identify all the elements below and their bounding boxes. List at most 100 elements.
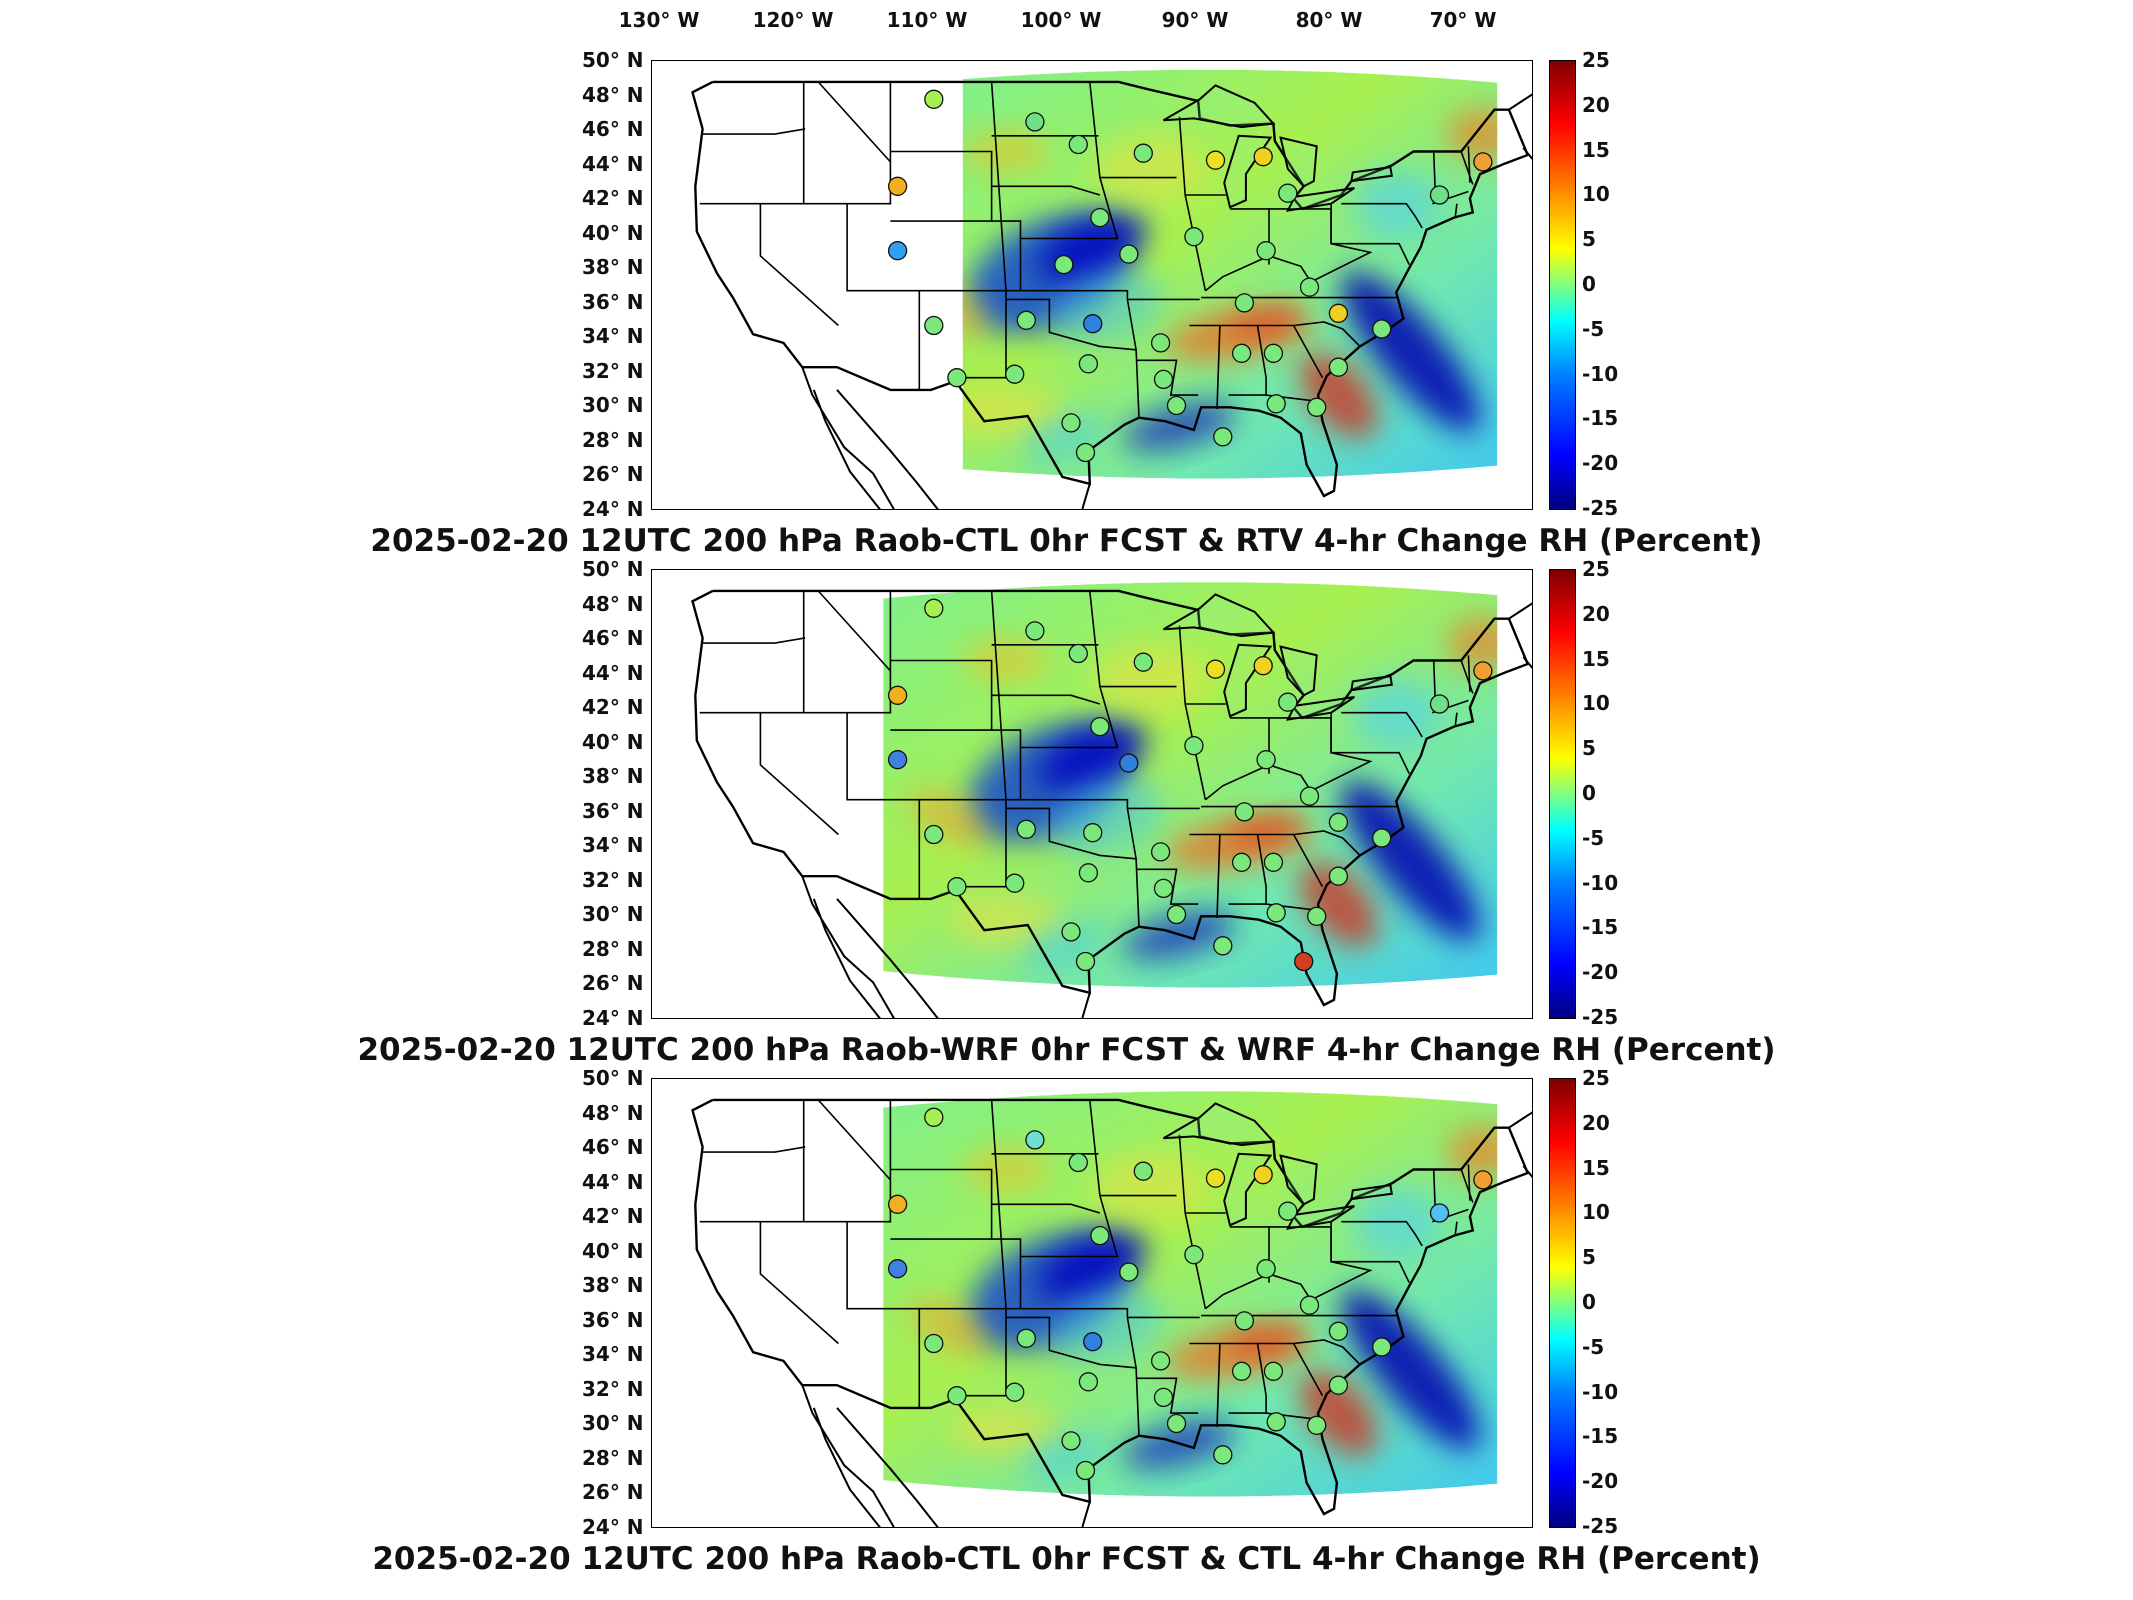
latitude-label: 26° N	[582, 462, 644, 486]
raob-station-marker	[887, 685, 908, 705]
raob-station-marker	[1328, 357, 1349, 377]
latitude-label: 30° N	[582, 1411, 644, 1435]
raob-station-marker	[1234, 802, 1255, 822]
raob-station-marker	[1075, 1460, 1096, 1481]
state-border	[1432, 1169, 1436, 1210]
raob-station-marker	[1266, 903, 1286, 923]
latitude-label: 34° N	[582, 1342, 644, 1366]
raob-station-marker	[1278, 692, 1298, 712]
state-border	[702, 1146, 806, 1153]
raob-station-marker	[924, 824, 944, 845]
raob-station-marker	[1005, 364, 1025, 384]
colorbar-tick-label: 10	[1582, 182, 1610, 207]
raob-station-marker	[1075, 951, 1096, 972]
colorbar-tick-label: 25	[1582, 557, 1610, 581]
latitude-label: 26° N	[582, 971, 644, 995]
state-border	[759, 203, 839, 327]
latitude-label: 32° N	[582, 867, 644, 892]
latitude-label: 46° N	[582, 117, 644, 141]
raob-station-marker	[1090, 716, 1110, 737]
longitude-label: 70° W	[1429, 8, 1497, 32]
state-border	[846, 712, 921, 899]
mexico-coast	[836, 389, 939, 509]
latitude-label: 44° N	[582, 151, 644, 176]
colorbar-tick-label: -10	[1582, 1379, 1619, 1404]
latitude-label: 50° N	[582, 48, 644, 72]
colorbar-tick-label: 20	[1582, 601, 1610, 626]
rh-change-field	[691, 1091, 1532, 1527]
raob-station-marker	[1133, 143, 1153, 163]
raob-station-marker	[1083, 823, 1103, 843]
raob-station-marker	[1153, 1387, 1174, 1408]
raob-station-marker	[1133, 1161, 1153, 1181]
latitude-label: 24° N	[582, 1514, 644, 1539]
raob-station-marker	[1256, 750, 1276, 770]
latitude-label: 48° N	[582, 82, 644, 107]
state-border	[991, 185, 1101, 196]
raob-station-marker	[1061, 922, 1081, 942]
state-border	[759, 1221, 839, 1345]
colorbar-tick-label: 15	[1582, 1155, 1610, 1180]
raob-station-marker	[947, 1386, 967, 1406]
raob-station-marker	[924, 89, 944, 109]
latitude-label: 46° N	[582, 626, 644, 650]
state-border	[1454, 1221, 1458, 1234]
state-border	[1341, 1220, 1423, 1247]
raob-station-marker	[1150, 842, 1171, 862]
raob-station-marker	[1061, 413, 1081, 433]
colorbar-tick-label: 0	[1582, 781, 1596, 805]
raob-station-marker	[1184, 227, 1204, 247]
longitude-label: 90° W	[1161, 8, 1229, 32]
latitude-label: 36° N	[582, 289, 644, 314]
colorbar-tick-label: -20	[1582, 451, 1619, 476]
colorbar-tick-label: -25	[1582, 496, 1619, 520]
raob-station-marker	[1266, 1412, 1286, 1432]
great-lake	[1286, 1205, 1355, 1230]
raob-station-marker	[1075, 442, 1096, 463]
raob-station-marker	[1205, 150, 1226, 170]
state-border	[702, 637, 806, 644]
raob-station-marker	[887, 176, 908, 196]
raob-station-marker	[1299, 786, 1320, 806]
raob-station-marker	[1153, 369, 1174, 390]
raob-station-marker	[1256, 1259, 1276, 1279]
raob-station-marker	[887, 1259, 908, 1279]
raob-station-marker	[1068, 134, 1088, 155]
raob-station-marker	[1061, 1431, 1081, 1451]
state-border	[1204, 203, 1373, 292]
raob-station-marker	[1068, 643, 1088, 664]
colorbar-tick-label: -5	[1582, 1334, 1605, 1359]
rh-change-field	[691, 69, 1532, 509]
colorbar-tick-label: -5	[1582, 825, 1605, 850]
latitude-label: 40° N	[582, 1238, 644, 1263]
state-border	[1204, 1221, 1373, 1310]
raob-station-marker	[1205, 659, 1226, 679]
state-border	[817, 81, 891, 163]
state-border	[1292, 1343, 1324, 1397]
raob-station-marker	[1083, 1332, 1103, 1352]
state-border	[1136, 868, 1199, 905]
mexico-coast	[1081, 992, 1091, 1018]
state-border	[919, 1307, 1129, 1318]
raob-station-marker	[1372, 828, 1392, 848]
latitude-label: 26° N	[582, 1480, 644, 1504]
raob-station-marker	[1119, 1262, 1139, 1282]
state-border	[1467, 146, 1471, 183]
raob-station-marker	[1005, 1382, 1025, 1402]
panel-title: 2025-02-20 12UTC 200 hPa Raob-WRF 0hr FC…	[357, 1032, 1776, 1068]
panel-title: 2025-02-20 12UTC 200 hPa Raob-CTL 0hr FC…	[370, 523, 1763, 559]
colorbar-tick-label: 5	[1582, 227, 1596, 252]
raob-station-marker	[1068, 1152, 1088, 1173]
latitude-label: 32° N	[582, 358, 644, 383]
colorbar-tick-label: -15	[1582, 1424, 1619, 1449]
colorbar-tick-label: -20	[1582, 1469, 1619, 1494]
mexico-coast	[1081, 1501, 1091, 1527]
state-border	[1228, 1343, 1267, 1414]
state-border	[802, 81, 892, 205]
raob-station-marker	[1205, 1168, 1226, 1188]
raob-station-marker	[1278, 183, 1298, 203]
raob-station-marker	[1256, 241, 1276, 261]
colorbar	[1549, 60, 1576, 510]
state-border	[1432, 151, 1436, 192]
colorbar-tick-label: 10	[1582, 691, 1610, 716]
